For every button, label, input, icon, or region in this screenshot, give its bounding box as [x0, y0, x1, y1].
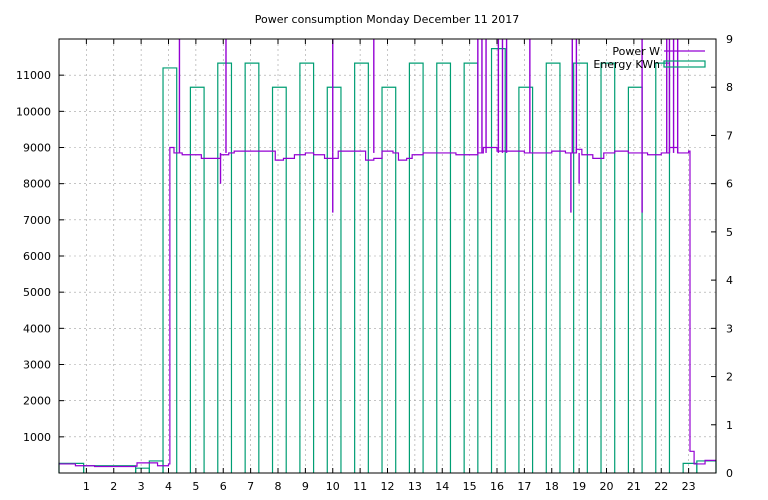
x-tick-label: 14: [435, 480, 449, 493]
legend-label-power: Power W: [612, 45, 660, 58]
legend-label-energy: Energy KWh: [593, 58, 660, 71]
y-left-tick-label: 6000: [23, 250, 51, 263]
energy-bar: [271, 86, 287, 473]
x-tick-label: 8: [275, 480, 282, 493]
energy-bar: [217, 62, 233, 473]
power-line: [59, 146, 716, 468]
y-right-tick-label: 2: [726, 371, 733, 384]
x-tick-label: 16: [490, 480, 504, 493]
energy-bar: [244, 62, 260, 473]
energy-bar: [463, 62, 479, 473]
energy-bar: [408, 62, 424, 473]
x-tick-label: 6: [220, 480, 227, 493]
chart-title: Power consumption Monday December 11 201…: [255, 13, 519, 26]
energy-bar: [696, 460, 717, 473]
legend-swatch-energy: [663, 60, 706, 68]
x-tick-label: 10: [326, 480, 340, 493]
x-tick-label: 2: [110, 480, 117, 493]
energy-bar: [627, 86, 643, 473]
power-series: [59, 39, 716, 468]
x-tick-label: 18: [545, 480, 559, 493]
x-tick-label: 11: [353, 480, 367, 493]
energy-bar: [189, 86, 205, 473]
y-right-tick-label: 6: [726, 178, 733, 191]
x-tick-label: 15: [463, 480, 477, 493]
y-left-tick-label: 10000: [16, 105, 51, 118]
y-axis-right: 0 1 2 3 4 5 6 7 8 9: [711, 33, 733, 480]
x-tick-label: 9: [302, 480, 309, 493]
y-right-tick-label: 8: [726, 81, 733, 94]
y-right-tick-label: 5: [726, 226, 733, 239]
y-axis-left: 1000 2000 3000 4000 5000 6000 7000 8000 9000 1000…: [16, 69, 64, 444]
energy-bar: [326, 86, 342, 473]
y-right-tick-label: 0: [726, 467, 733, 480]
energy-bar: [600, 62, 616, 473]
energy-bar: [58, 462, 85, 473]
energy-bar: [655, 62, 671, 473]
x-tick-label: 1: [83, 480, 90, 493]
x-tick-label: 20: [600, 480, 614, 493]
y-left-tick-label: 1000: [23, 431, 51, 444]
x-tick-label: 3: [138, 480, 145, 493]
y-left-tick-label: 8000: [23, 178, 51, 191]
y-left-tick-label: 7000: [23, 214, 51, 227]
x-tick-label: 4: [165, 480, 172, 493]
x-tick-label: 7: [247, 480, 254, 493]
energy-bar: [354, 62, 369, 473]
y-right-tick-label: 4: [726, 274, 733, 287]
energy-bar: [299, 62, 315, 473]
energy-bar: [682, 462, 698, 473]
y-left-tick-label: 11000: [16, 69, 51, 82]
x-tick-label: 5: [192, 480, 199, 493]
y-right-tick-label: 7: [726, 129, 733, 142]
legend: Power W Energy KWh: [593, 45, 706, 71]
x-tick-label: 12: [381, 480, 395, 493]
energy-bar: [381, 86, 397, 473]
y-right-tick-label: 9: [726, 33, 733, 46]
y-left-tick-label: 5000: [23, 286, 51, 299]
energy-bar: [545, 62, 561, 473]
grid: [59, 39, 716, 473]
energy-series: [58, 48, 717, 473]
energy-bar: [162, 67, 178, 473]
y-right-tick-label: 1: [726, 419, 733, 432]
y-left-tick-label: 4000: [23, 322, 51, 335]
x-tick-label: 13: [408, 480, 422, 493]
energy-bar: [573, 62, 588, 473]
x-tick-label: 22: [654, 480, 668, 493]
y-left-tick-label: 2000: [23, 395, 51, 408]
y-left-tick-label: 3000: [23, 359, 51, 372]
energy-bar: [436, 62, 452, 473]
x-tick-label: 21: [627, 480, 641, 493]
x-tick-label: 23: [682, 480, 696, 493]
x-tick-label: 19: [572, 480, 586, 493]
energy-bar: [135, 467, 150, 473]
energy-bar: [518, 86, 534, 473]
x-tick-label: 17: [517, 480, 531, 493]
x-axis: 1 2 3 4 5 6 7 8 9 10 11 12 13 14 15 16 17 18 19 20 21 22 23: [83, 39, 696, 493]
y-left-tick-label: 9000: [23, 142, 51, 155]
y-right-tick-label: 3: [726, 322, 733, 335]
